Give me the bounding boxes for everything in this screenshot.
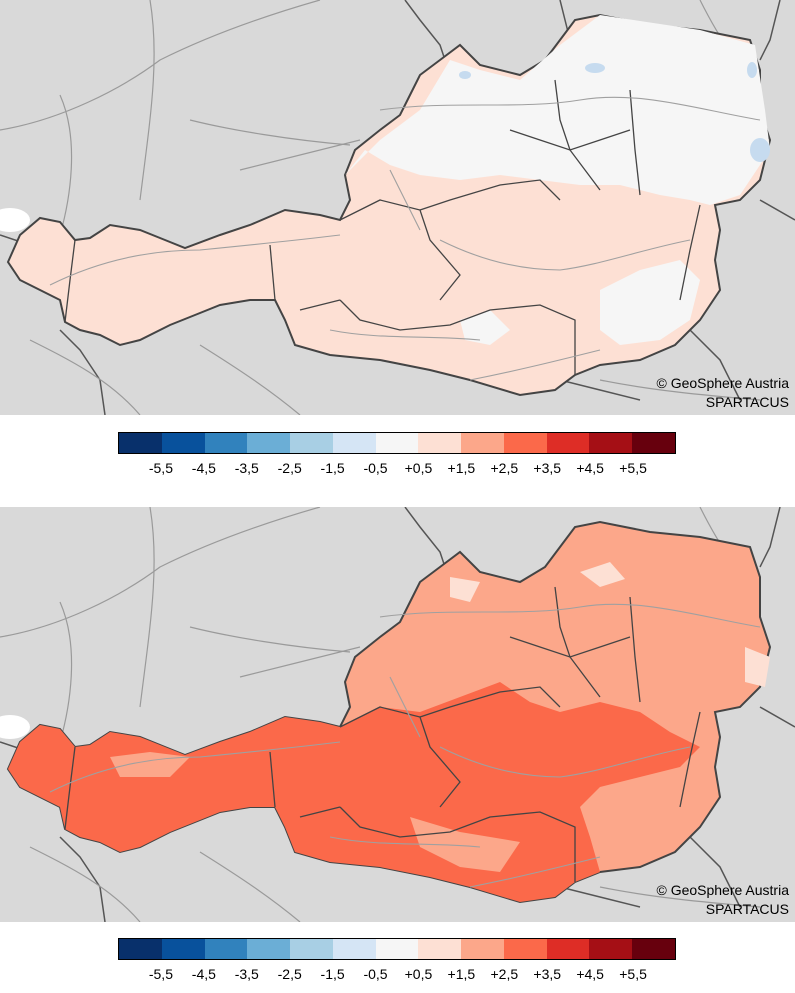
color-legend-top: -5,5 -4,5 -3,5 -2,5 -1,5 -0,5 +0,5 +1,5 +2,5 +3,5…: [118, 432, 676, 480]
map-panel-bottom: © GeoSphere Austria SPARTACUS: [0, 507, 795, 922]
legend-label: -3,5: [234, 460, 259, 476]
legend-label: +5,5: [619, 966, 647, 982]
legend-swatch: [418, 433, 462, 453]
legend-swatch: [247, 433, 291, 453]
legend-swatch: [589, 939, 633, 959]
legend-label: +0,5: [404, 966, 433, 982]
inner-rivers: [49, 603, 761, 888]
legend-swatch: [161, 433, 205, 453]
map-panel-top: © GeoSphere Austria SPARTACUS: [0, 0, 795, 415]
legend-label: +4,5: [576, 966, 604, 982]
legend-swatch: [332, 433, 376, 453]
legend-swatch: [290, 939, 333, 959]
lake-bodensee-icon: [0, 208, 30, 232]
legend-swatch: [247, 939, 291, 959]
legend-label: +5,5: [619, 460, 647, 476]
lakes: [459, 62, 770, 162]
legend-swatch: [375, 433, 419, 453]
legend-label: +3,5: [533, 460, 562, 476]
legend-swatch: [632, 939, 675, 959]
austria-shape: [6, 520, 772, 904]
legend-swatch: [204, 939, 248, 959]
legend-label: +4,5: [576, 460, 604, 476]
legend-label: -1,5: [320, 966, 345, 982]
legend-label: -4,5: [191, 460, 216, 476]
map-credit-line2: SPARTACUS: [705, 901, 789, 917]
legend-label: +0,5: [404, 460, 433, 476]
legend-label: -4,5: [191, 966, 216, 982]
legend-label: -2,5: [277, 966, 302, 982]
legend-label: +1,5: [447, 966, 476, 982]
legend-label: -1,5: [320, 460, 345, 476]
neighbor-borders: [0, 0, 795, 415]
legend-swatch: [204, 433, 248, 453]
legend-labels: -5,5 -4,5 -3,5 -2,5 -1,5 -0,5 +0,5 +1,5 +2,5 +3,5…: [118, 966, 676, 986]
legend-swatch: [546, 939, 590, 959]
legend-label: -0,5: [363, 966, 388, 982]
legend-label: -0,5: [363, 460, 388, 476]
legend-swatch: [503, 433, 547, 453]
legend-swatch: [119, 433, 162, 453]
map-credit-line1: © GeoSphere Austria: [656, 882, 789, 898]
legend-label: +1,5: [447, 460, 476, 476]
austria-shape: [6, 13, 772, 397]
legend-label: -2,5: [277, 460, 302, 476]
inner-rivers: [49, 96, 761, 381]
map-credit-line2: SPARTACUS: [705, 394, 789, 410]
legend-swatch: [503, 939, 547, 959]
neighbor-borders: [0, 507, 795, 922]
legend-swatch: [461, 433, 504, 453]
state-borders: [64, 79, 701, 375]
legend-label: +2,5: [490, 460, 519, 476]
legend-swatch: [461, 939, 504, 959]
legend-label: -5,5: [148, 460, 173, 476]
legend-bar: [118, 938, 676, 960]
legend-swatch: [332, 939, 376, 959]
austria-map-bottom: [0, 507, 795, 922]
legend-bar: [118, 432, 676, 454]
legend-label: +2,5: [490, 966, 519, 982]
lake-bodensee-icon: [0, 715, 30, 739]
legend-swatch: [375, 939, 419, 959]
legend-label: -3,5: [234, 966, 259, 982]
legend-labels: -5,5 -4,5 -3,5 -2,5 -1,5 -0,5 +0,5 +1,5 +2,5 +3,5…: [118, 460, 676, 480]
state-borders: [64, 586, 701, 882]
legend-swatch: [161, 939, 205, 959]
austria-map-top: [0, 0, 795, 415]
legend-label: +3,5: [533, 966, 562, 982]
color-legend-bottom: -5,5 -4,5 -3,5 -2,5 -1,5 -0,5 +0,5 +1,5 +2,5 +3,5…: [118, 938, 676, 986]
legend-swatch: [290, 433, 333, 453]
map-credit-line1: © GeoSphere Austria: [656, 375, 789, 391]
legend-swatch: [546, 433, 590, 453]
legend-label: -5,5: [148, 966, 173, 982]
legend-swatch: [418, 939, 462, 959]
legend-swatch: [632, 433, 675, 453]
legend-swatch: [589, 433, 633, 453]
legend-swatch: [119, 939, 162, 959]
